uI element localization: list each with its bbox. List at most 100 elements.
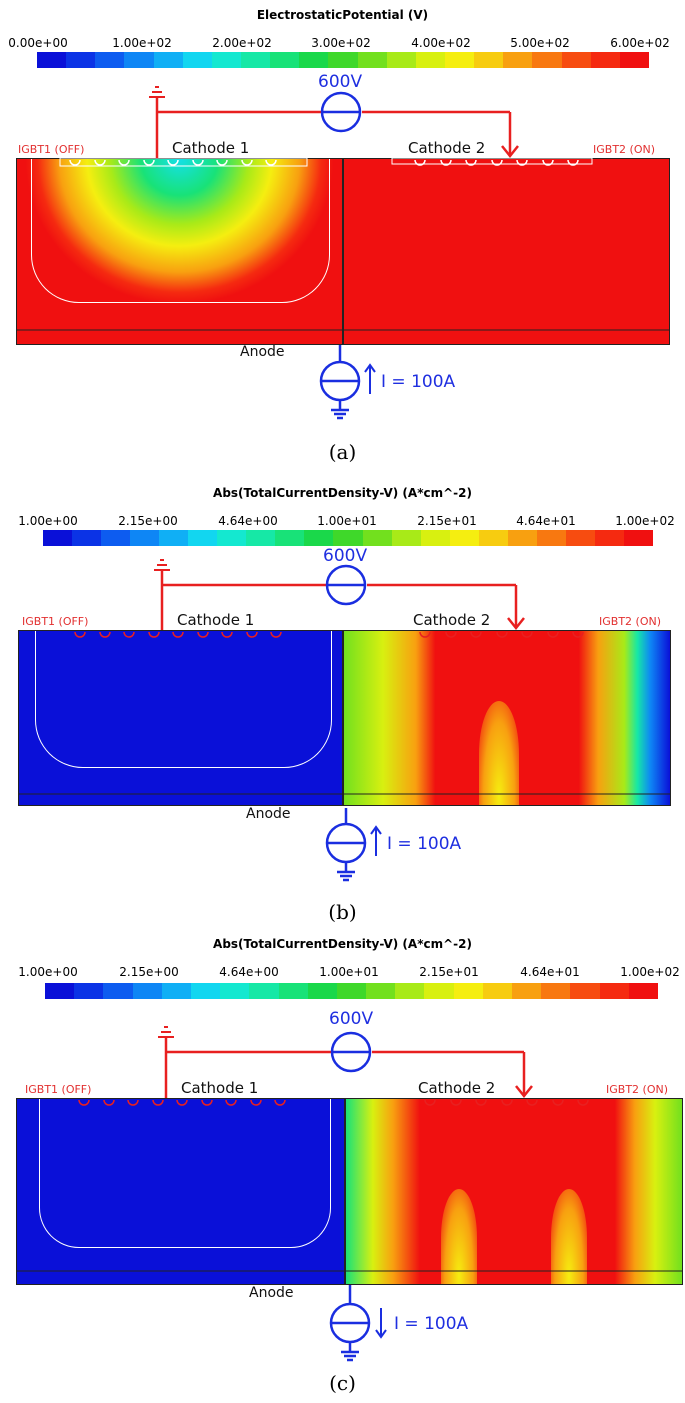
trench-gate xyxy=(475,1099,487,1106)
colorbar-swatch xyxy=(362,530,392,546)
current-source-icon xyxy=(325,808,367,882)
colorbar-swatch xyxy=(386,52,416,68)
colorbar-tick: 4.64e+01 xyxy=(516,514,576,528)
trench-gate xyxy=(501,1099,513,1106)
colorbar-swatch xyxy=(424,983,454,999)
colorbar-swatch xyxy=(132,983,162,999)
colorbar-swatch xyxy=(124,52,154,68)
trench-gate xyxy=(172,631,184,638)
trench-gate xyxy=(572,631,584,638)
trench-gate xyxy=(445,631,457,638)
igbt1-label: IGBT1 (OFF) xyxy=(25,1083,92,1096)
trench-gate xyxy=(465,159,477,166)
current-label: I = 100A xyxy=(387,834,462,854)
trench-gate xyxy=(419,631,431,638)
trench-gate xyxy=(542,159,554,166)
trench-gate xyxy=(552,1099,564,1106)
colorbar-tick: 1.00e+00 xyxy=(18,514,78,528)
colorbar-swatch xyxy=(299,52,329,68)
cathode1-label: Cathode 1 xyxy=(172,139,250,157)
colorbar-swatch xyxy=(333,530,363,546)
colorbar-swatch xyxy=(512,983,542,999)
colorbar-tick: 4.64e+00 xyxy=(219,965,279,979)
colorbar-swatch xyxy=(74,983,104,999)
caption: (b) xyxy=(328,900,357,924)
colorbar-swatch xyxy=(570,983,600,999)
current-filament xyxy=(551,1189,587,1284)
current-arrow-down-icon xyxy=(375,1308,387,1339)
trench-gate xyxy=(99,631,111,638)
colorbar-swatch xyxy=(366,983,396,999)
depletion-contour xyxy=(39,1099,331,1248)
colorbar-swatch xyxy=(532,52,562,68)
device-outline xyxy=(16,157,670,331)
depletion-contour xyxy=(35,631,332,768)
circuit-a xyxy=(16,86,670,420)
current-label: I = 100A xyxy=(381,372,456,392)
colorbar-swatch xyxy=(357,52,387,68)
igbt2-current-map xyxy=(345,1098,683,1285)
current-filament xyxy=(441,1189,477,1284)
panel-c: Abs(TotalCurrentDensity-V) (A*cm^-2) 1.0… xyxy=(0,935,685,1403)
trench-gate xyxy=(470,631,482,638)
colorbar-swatch xyxy=(307,983,337,999)
trench-gate xyxy=(152,1099,164,1106)
colorbar-title: Abs(TotalCurrentDensity-V) (A*cm^-2) xyxy=(213,937,472,951)
current-filament xyxy=(479,701,519,805)
colorbar-swatch xyxy=(43,530,73,546)
colorbar-swatch xyxy=(240,52,271,68)
trench-gate xyxy=(225,1099,237,1106)
trench-gate xyxy=(491,159,503,166)
trench-gate xyxy=(526,1099,538,1106)
trench-gate xyxy=(192,159,204,166)
colorbar-swatch xyxy=(482,983,512,999)
panel-a: ElectrostaticPotential (V) 0.00e+00 1.00… xyxy=(0,0,685,470)
trench-gate xyxy=(143,159,155,166)
igbt2-label: IGBT2 (ON) xyxy=(593,143,655,156)
current-arrow-up-icon xyxy=(364,363,376,394)
colorbar-swatch xyxy=(623,530,653,546)
colorbar-swatch xyxy=(474,52,504,68)
colorbar-swatch xyxy=(278,983,308,999)
colorbar-swatch xyxy=(161,983,191,999)
colorbar-tick: 1.00e+00 xyxy=(18,965,78,979)
colorbar-swatch xyxy=(619,52,649,68)
colorbar-tick: 0.00e+00 xyxy=(8,36,68,50)
igbt1-current-map xyxy=(16,1098,345,1285)
trench-gate xyxy=(216,159,228,166)
trench-gate xyxy=(176,1099,188,1106)
colorbar-swatch xyxy=(182,52,212,68)
anode-label: Anode xyxy=(240,344,285,360)
current-source-icon xyxy=(319,345,361,420)
cathode2-label: Cathode 2 xyxy=(408,139,486,157)
trench-gate xyxy=(74,631,86,638)
colorbar-swatch xyxy=(275,530,305,546)
colorbar-swatch xyxy=(101,530,131,546)
anode-label: Anode xyxy=(249,1285,294,1301)
trench-gate xyxy=(246,631,258,638)
panel-b: Abs(TotalCurrentDensity-V) (A*cm^-2) 1.0… xyxy=(0,470,685,935)
colorbar-title: Abs(TotalCurrentDensity-V) (A*cm^-2) xyxy=(213,486,472,500)
colorbar-swatch xyxy=(503,52,533,68)
cathode1-label: Cathode 1 xyxy=(177,611,255,629)
current-arrow-up-icon xyxy=(370,825,382,856)
voltage-source-icon xyxy=(330,1031,372,1073)
ground-icon xyxy=(154,559,170,571)
colorbar-swatch xyxy=(628,983,658,999)
arrow-head-icon xyxy=(501,145,519,159)
colorbar-swatch xyxy=(95,52,125,68)
circuit-b xyxy=(18,559,671,882)
colorbar-tick: 3.00e+02 xyxy=(311,36,371,50)
trench-gate xyxy=(521,631,533,638)
trench-gate xyxy=(414,159,426,166)
trench-gate xyxy=(123,631,135,638)
cathode2-label: Cathode 2 xyxy=(418,1079,496,1097)
igbt2-label: IGBT2 (ON) xyxy=(606,1083,668,1096)
circuit-c xyxy=(16,1026,683,1362)
trench-gate xyxy=(250,1099,262,1106)
trench-gate xyxy=(221,631,233,638)
trench-gate xyxy=(516,159,528,166)
trench-gate xyxy=(148,631,160,638)
colorbar-swatch xyxy=(190,983,221,999)
colorbar-swatch xyxy=(594,530,624,546)
